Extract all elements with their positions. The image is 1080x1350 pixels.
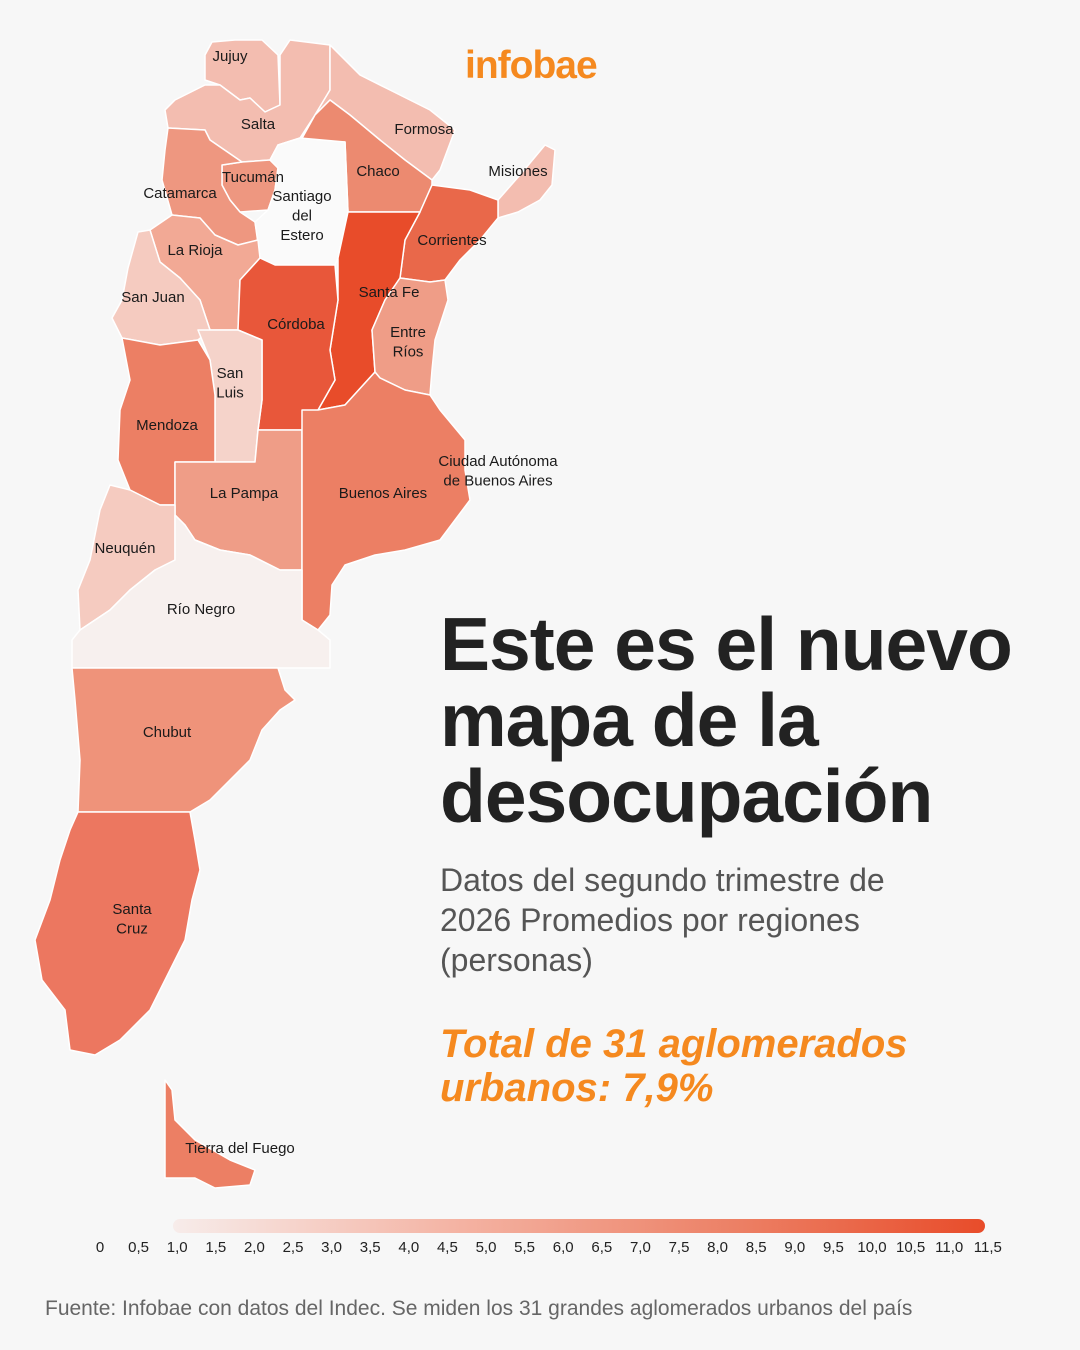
scale-tick: 1,5 — [205, 1239, 227, 1256]
scale-tick: 6,5 — [591, 1239, 613, 1256]
label-neuquen: Neuquén — [95, 540, 156, 557]
label-tierradelfuego: Tierra del Fuego — [185, 1140, 295, 1157]
scale-tick: 11,0 — [935, 1239, 964, 1256]
scale-tick: 8,5 — [745, 1239, 767, 1256]
scale-tick: 11,5 — [973, 1239, 1002, 1256]
label-chaco: Chaco — [356, 163, 399, 180]
scale-ticks: 0 0,5 1,0 1,5 2,0 2,5 3,0 3,5 4,0 4,5 5,0 5,5 6,0 6,5… — [0, 1239, 1080, 1259]
province-buenos-aires — [301, 371, 471, 631]
label-jujuy: Jujuy — [212, 48, 248, 65]
color-scale-bar — [173, 1219, 985, 1233]
scale-tick: 3,5 — [359, 1239, 381, 1256]
scale-tick: 5,0 — [475, 1239, 497, 1256]
label-chubut: Chubut — [143, 724, 192, 741]
province-chubut — [71, 667, 296, 813]
scale-tick: 4,5 — [436, 1239, 458, 1256]
scale-tick: 6,0 — [552, 1239, 574, 1256]
scale-tick: 0,5 — [128, 1239, 150, 1256]
scale-tick: 7,5 — [668, 1239, 690, 1256]
label-mendoza: Mendoza — [136, 417, 198, 434]
label-santafe: Santa Fe — [359, 284, 420, 301]
label-sanluis: San Luis — [216, 365, 244, 402]
label-rionegro: Río Negro — [167, 601, 235, 618]
infobae-logo: infobae — [465, 44, 598, 87]
label-larioja: La Rioja — [167, 242, 223, 259]
scale-tick: 5,5 — [514, 1239, 536, 1256]
province-rio-negro — [71, 514, 331, 669]
subtitle: Datos del segundo trimestre de 2026 Prom… — [440, 862, 885, 978]
scale-tick: 4,0 — [398, 1239, 420, 1256]
scale-tick: 9,5 — [822, 1239, 844, 1256]
scale-tick: 10,5 — [895, 1239, 926, 1256]
label-sanjuan: San Juan — [121, 289, 184, 306]
province-misiones — [497, 144, 556, 219]
province-santa-cruz — [34, 811, 201, 1056]
scale-tick: 2,0 — [243, 1239, 265, 1256]
label-lapampa: La Pampa — [210, 485, 279, 502]
scale-tick: 1,0 — [166, 1239, 188, 1256]
label-entrerios: Entre Ríos — [390, 324, 426, 361]
label-corrientes: Corrientes — [417, 232, 486, 249]
main-title: Este es el nuevo mapa de la desocupación — [440, 602, 1013, 838]
label-misiones: Misiones — [488, 163, 547, 180]
label-santacruz: Santa Cruz — [112, 901, 152, 938]
source-note: Fuente: Infobae con datos del Indec. Se … — [45, 1297, 913, 1320]
label-tucuman: Tucumán — [222, 169, 284, 186]
province-tierra-del-fuego — [164, 1079, 256, 1189]
label-caba: Ciudad Autónoma de Buenos Aires — [438, 453, 558, 490]
total-unemployment: Total de 31 aglomerados urbanos: 7,9% — [440, 1022, 908, 1110]
scale-tick: 7,0 — [629, 1239, 651, 1256]
scale-tick: 0 — [95, 1239, 105, 1256]
scale-tick: 8,0 — [707, 1239, 729, 1256]
scale-tick: 3,0 — [321, 1239, 343, 1256]
label-salta: Salta — [241, 116, 276, 133]
label-buenosaires: Buenos Aires — [339, 485, 427, 502]
label-cordoba: Córdoba — [267, 316, 325, 333]
scale-tick: 10,0 — [857, 1239, 887, 1256]
scale-tick: 2,5 — [282, 1239, 304, 1256]
label-formosa: Formosa — [394, 121, 454, 138]
scale-tick: 9,0 — [784, 1239, 806, 1256]
label-santiago: Santiago del Estero — [272, 188, 331, 244]
label-catamarca: Catamarca — [143, 185, 217, 202]
